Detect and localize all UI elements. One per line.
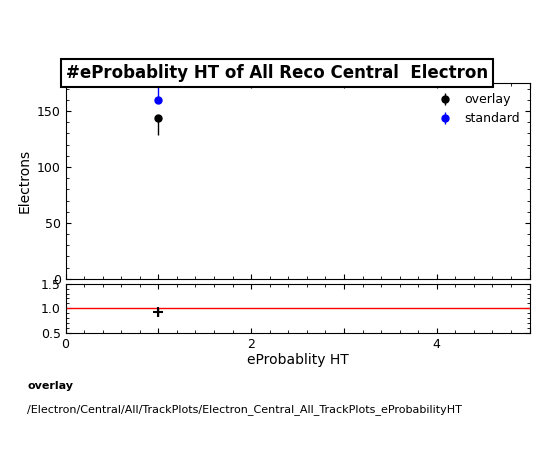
Y-axis label: Electrons: Electrons: [17, 149, 31, 213]
Text: #eProbablity HT of All Reco Central  Electron: #eProbablity HT of All Reco Central Elec…: [66, 64, 488, 82]
Text: overlay: overlay: [27, 381, 73, 391]
X-axis label: eProbablity HT: eProbablity HT: [247, 353, 348, 367]
Legend: overlay, standard: overlay, standard: [431, 90, 524, 129]
Text: /Electron/Central/All/TrackPlots/Electron_Central_All_TrackPlots_eProbabilityHT: /Electron/Central/All/TrackPlots/Electro…: [27, 404, 462, 415]
